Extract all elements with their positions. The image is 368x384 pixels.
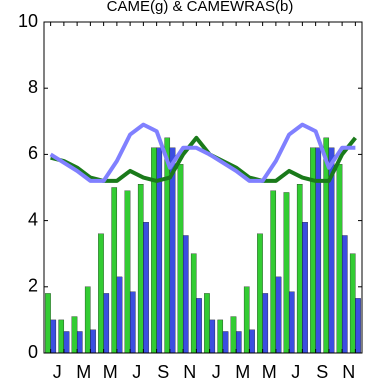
bar [257,233,263,354]
x-tick-label: M [235,362,250,382]
line [50,135,357,183]
bar [90,329,96,354]
bar [204,293,210,354]
bar [283,192,290,354]
bar [262,293,269,354]
bar [249,329,255,354]
x-tick-label: S [157,362,169,382]
x-tick-label: M [103,362,118,382]
bar [50,319,57,354]
bar [315,147,322,354]
bar [230,316,237,354]
bar [76,331,83,354]
bar [129,291,136,354]
bar [71,316,78,354]
bar [209,319,216,354]
bar [143,222,149,354]
x-tick-label: J [291,362,300,382]
y-tick-label: 8 [28,77,38,97]
bar [355,298,361,354]
x-tick-label: N [342,362,355,382]
bar [116,276,123,354]
x-tick-label: M [262,362,277,382]
chart-title: CAME(g) & CAMEWRAS(b) [107,0,294,15]
bar [190,253,197,354]
bar [164,137,171,354]
y-tick-label: 6 [28,143,38,163]
bar [270,190,277,354]
bar [177,164,184,354]
y-tick-label: 0 [28,342,38,362]
x-tick-label: J [53,362,62,382]
bar [275,276,282,354]
bar [111,187,118,354]
bar [58,319,65,354]
bar [336,164,343,354]
x-tick-label: M [76,362,91,382]
bar [349,253,356,354]
x-tick-label: J [212,362,221,382]
bar [103,293,110,354]
bar [302,222,308,354]
bar [341,235,348,354]
bar [182,235,189,354]
y-tick-label: 2 [28,276,38,296]
bar [296,184,303,354]
plot-frame [43,21,363,354]
bar [235,331,242,354]
bar [137,184,144,354]
bar [98,233,104,354]
bar [45,293,51,354]
bar [84,286,91,354]
bar [196,298,202,354]
bar [222,331,229,354]
y-tick-label: 10 [18,11,38,31]
bar [323,137,330,354]
line [49,122,356,183]
bar [217,319,224,354]
y-tick-label: 4 [28,209,38,229]
x-tick-label: N [183,362,196,382]
bar [63,331,70,354]
x-tick-label: S [316,362,328,382]
bar [124,190,131,354]
bar [288,291,295,354]
x-tick-label: J [132,362,141,382]
bar [243,286,250,354]
